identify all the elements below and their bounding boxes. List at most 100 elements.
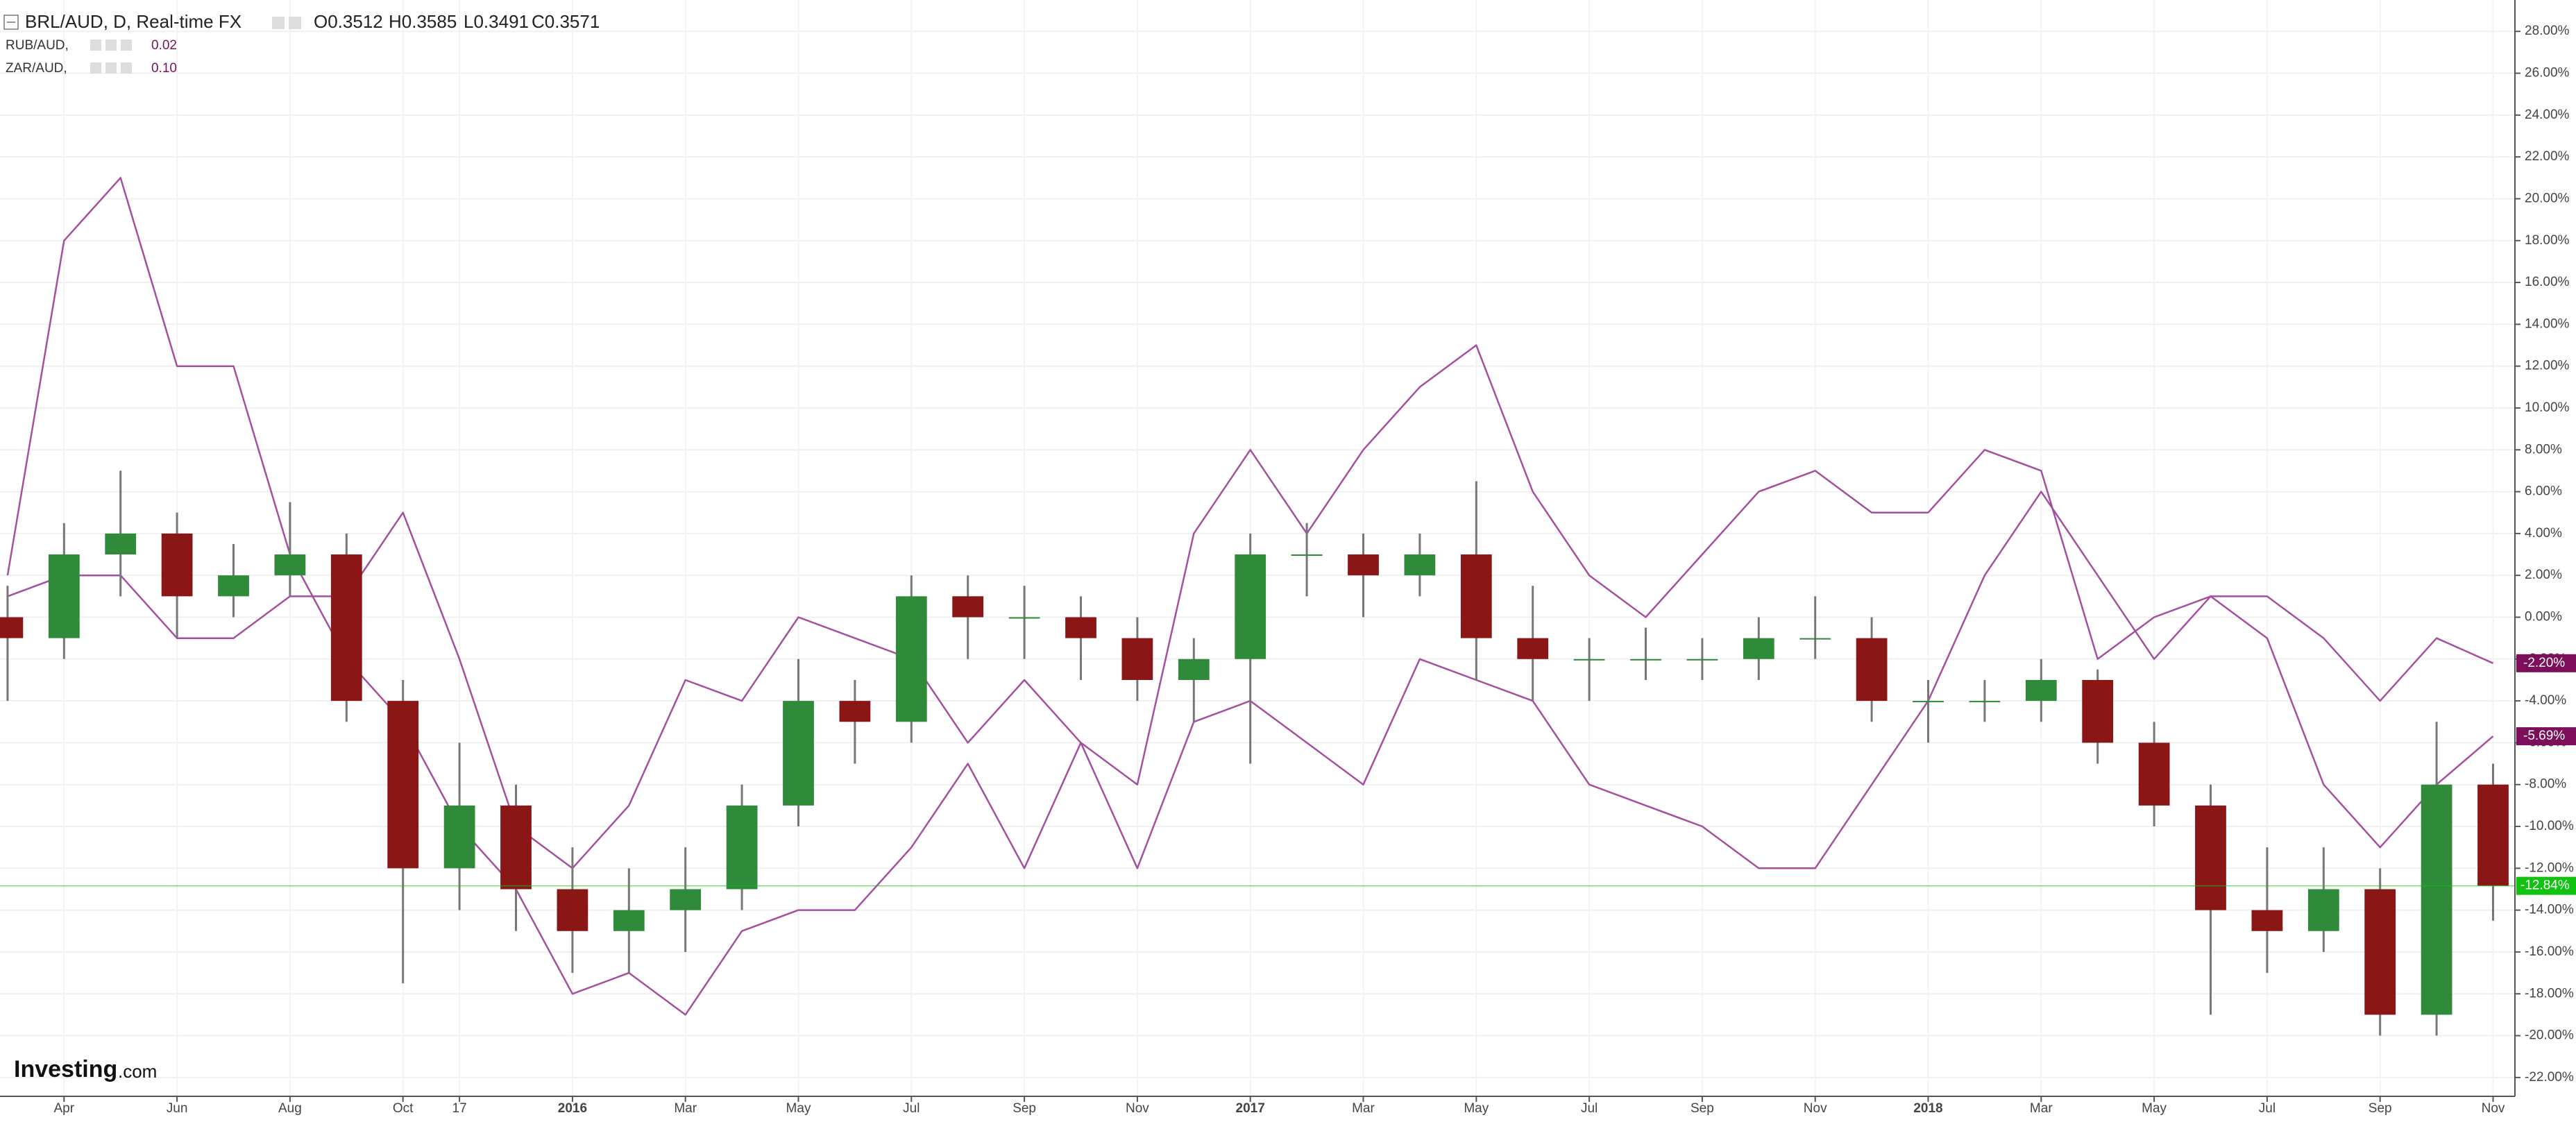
candle-body bbox=[1573, 658, 1605, 661]
candle-body bbox=[2195, 805, 2226, 910]
candle-body bbox=[2307, 889, 2339, 931]
candle-body bbox=[726, 805, 758, 890]
candle-body bbox=[0, 617, 24, 638]
y-tick-label: 2.00% bbox=[2525, 568, 2562, 582]
candle-body bbox=[1460, 554, 1492, 638]
candle-body bbox=[2421, 784, 2452, 1015]
legend-name: RUB/AUD, bbox=[6, 38, 69, 53]
legend-icon bbox=[90, 40, 101, 51]
candle-body bbox=[1404, 554, 1436, 576]
x-tick-label: Sep bbox=[1690, 1101, 1714, 1116]
legend: RUB/AUD, 0.02 ZAR/AUD, 0.10 bbox=[6, 38, 177, 76]
candle-body bbox=[2364, 889, 2396, 1015]
y-tick-label: 18.00% bbox=[2525, 233, 2570, 248]
series-line bbox=[7, 344, 2494, 869]
collapse-icon[interactable] bbox=[3, 15, 19, 30]
candle-body bbox=[387, 701, 419, 869]
x-tick-label: Sep bbox=[2369, 1101, 2392, 1116]
x-tick-label: Mar bbox=[674, 1101, 697, 1116]
x-tick-label: Nov bbox=[1126, 1101, 1149, 1116]
x-tick-label: Mar bbox=[2030, 1101, 2053, 1116]
y-tick-label: 12.00% bbox=[2525, 359, 2570, 373]
legend-icon bbox=[105, 40, 117, 51]
close-icon[interactable] bbox=[289, 17, 301, 29]
candle-body bbox=[895, 596, 927, 722]
legend-icon bbox=[121, 62, 132, 74]
legend-value: 0.10 bbox=[151, 61, 177, 76]
candle-body bbox=[161, 533, 193, 597]
y-tick-label: 22.00% bbox=[2525, 149, 2570, 164]
series-last-label: -5.69% bbox=[2523, 729, 2565, 743]
candle-body bbox=[2138, 742, 2170, 806]
candle-body bbox=[1913, 701, 1944, 703]
x-tick-label: Jul bbox=[2259, 1101, 2276, 1116]
candle-body bbox=[2477, 784, 2509, 886]
candle-body bbox=[1799, 638, 1831, 640]
y-tick-label: 4.00% bbox=[2525, 526, 2562, 541]
y-tick-label: 24.00% bbox=[2525, 108, 2570, 122]
x-tick-label: Jul bbox=[1581, 1101, 1598, 1116]
candle-body bbox=[1743, 638, 1774, 659]
y-tick-label: 26.00% bbox=[2525, 66, 2570, 80]
series-last-label: -2.20% bbox=[2523, 656, 2565, 670]
legend-name: ZAR/AUD, bbox=[6, 61, 67, 76]
candle-body bbox=[443, 805, 475, 869]
y-tick-label: 16.00% bbox=[2525, 275, 2570, 289]
candle-body bbox=[1856, 638, 1888, 702]
last-price-box bbox=[2516, 876, 2576, 895]
candle-body bbox=[2251, 910, 2283, 931]
x-tick-label: 2016 bbox=[558, 1101, 587, 1116]
candle-body bbox=[500, 805, 532, 890]
candle-body bbox=[1291, 554, 1323, 556]
high-label: H0.3585 bbox=[389, 11, 457, 32]
candle-body bbox=[1517, 638, 1549, 659]
plot-area bbox=[0, 177, 2515, 1036]
candle-body bbox=[2082, 679, 2114, 743]
legend-icon bbox=[90, 62, 101, 74]
x-tick-label: 2018 bbox=[1913, 1101, 1942, 1116]
candle-body bbox=[1235, 554, 1266, 659]
x-tick-label: Nov bbox=[1804, 1101, 1827, 1116]
legend-icon bbox=[105, 62, 117, 74]
x-tick-label: Oct bbox=[393, 1101, 414, 1116]
x-tick-label: Nov bbox=[2482, 1101, 2505, 1116]
y-tick-label: 0.00% bbox=[2525, 610, 2562, 624]
series-last-box bbox=[2516, 727, 2576, 746]
x-tick-label: 17 bbox=[452, 1101, 467, 1116]
x-tick-label: Jun bbox=[167, 1101, 188, 1116]
y-tick-label: 28.00% bbox=[2525, 24, 2570, 38]
x-tick-label: Mar bbox=[1352, 1101, 1375, 1116]
x-tick-label: Jul bbox=[903, 1101, 920, 1116]
y-tick-label: -12.00% bbox=[2525, 860, 2574, 875]
candle-body bbox=[1121, 638, 1153, 680]
chart-title: BRL/AUD, D, Real-time FX bbox=[25, 11, 242, 32]
candle-body bbox=[1178, 658, 1210, 680]
x-tick-label: May bbox=[1464, 1101, 1489, 1116]
candle-body bbox=[1686, 658, 1718, 661]
candle-body bbox=[1065, 617, 1096, 638]
settings-icon[interactable] bbox=[272, 17, 285, 29]
y-tick-label: -14.00% bbox=[2525, 903, 2574, 917]
y-tick-label: -10.00% bbox=[2525, 819, 2574, 833]
candle-body bbox=[1630, 658, 1661, 661]
open-label: O0.3512 bbox=[314, 11, 383, 32]
y-tick-label: 14.00% bbox=[2525, 316, 2570, 331]
x-tick-label: May bbox=[786, 1101, 811, 1116]
legend-icon bbox=[121, 40, 132, 51]
y-tick-label: 20.00% bbox=[2525, 191, 2570, 205]
candle-body bbox=[105, 533, 137, 555]
x-tick-label: Aug bbox=[278, 1101, 302, 1116]
logo-suffix: .com bbox=[118, 1061, 157, 1082]
candle-body bbox=[557, 889, 588, 931]
x-tick-label: Apr bbox=[54, 1101, 75, 1116]
candle-body bbox=[330, 554, 362, 702]
x-tick-label: 2017 bbox=[1236, 1101, 1265, 1116]
last-price-label: -12.84% bbox=[2520, 878, 2570, 893]
candle-body bbox=[274, 554, 306, 576]
candle-body bbox=[2025, 679, 2057, 702]
candle-body bbox=[783, 701, 814, 806]
logo: Investing .com bbox=[14, 1056, 157, 1082]
series-last-box bbox=[2516, 654, 2576, 672]
